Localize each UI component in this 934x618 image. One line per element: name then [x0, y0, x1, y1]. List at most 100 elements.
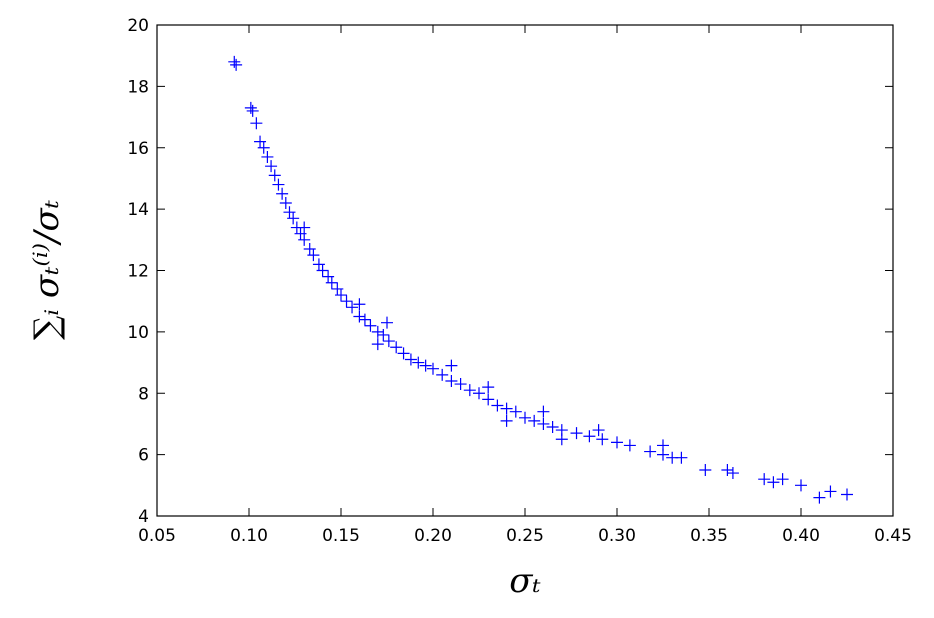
data-point	[509, 405, 522, 418]
data-point	[500, 414, 513, 427]
x-tick-label: 0.10	[230, 526, 268, 546]
x-tick-label: 0.45	[874, 526, 912, 546]
data-point	[427, 362, 439, 375]
y-tick-label: 12	[127, 262, 149, 282]
data-point	[364, 319, 377, 332]
data-point	[371, 325, 384, 338]
data-point	[519, 411, 531, 424]
data-point	[316, 264, 329, 277]
plot-frame	[156, 24, 894, 517]
data-point	[583, 430, 596, 443]
data-point	[596, 433, 609, 446]
data-point	[312, 258, 325, 271]
data-point	[353, 310, 366, 323]
data-point	[644, 445, 657, 458]
data-point	[776, 473, 789, 486]
data-point	[265, 160, 278, 173]
data-point	[268, 169, 281, 182]
data-point	[257, 141, 270, 154]
data-point	[482, 393, 495, 406]
data-point	[813, 491, 826, 504]
data-point	[570, 427, 583, 440]
y-tick-label: 6	[138, 446, 149, 466]
y-tick-label: 8	[138, 384, 149, 404]
data-point	[404, 353, 417, 366]
data-point	[307, 249, 320, 262]
x-tick-label: 0.30	[598, 526, 636, 546]
data-point	[795, 479, 807, 492]
data-point	[353, 298, 366, 311]
data-point	[537, 405, 550, 418]
data-point	[279, 196, 292, 209]
y-tick-label: 10	[127, 323, 149, 343]
data-point	[657, 439, 669, 452]
y-tick-label: 14	[127, 200, 149, 220]
x-tick-label: 0.20	[414, 526, 452, 546]
y-tick-label: 20	[127, 16, 149, 36]
data-point	[276, 187, 289, 200]
data-point	[482, 381, 495, 394]
data-point	[699, 463, 712, 476]
data-point	[390, 341, 403, 354]
data-point	[283, 206, 296, 219]
data-point	[377, 328, 390, 341]
data-point	[412, 356, 425, 369]
data-point	[675, 451, 688, 464]
x-axis-label: σₜ	[509, 561, 541, 601]
data-point	[340, 295, 353, 308]
data-point	[841, 488, 853, 501]
data-point	[230, 58, 243, 71]
data-point	[537, 417, 550, 430]
data-point	[500, 402, 513, 415]
x-tick-label: 0.15	[322, 526, 360, 546]
data-point	[346, 301, 359, 314]
data-point	[397, 347, 410, 360]
data-point	[244, 101, 257, 114]
data-point	[555, 433, 568, 446]
y-tick-label: 18	[127, 77, 149, 97]
data-point	[611, 436, 623, 449]
data-point	[436, 368, 449, 381]
x-tick-label: 0.40	[782, 526, 820, 546]
y-tick-label: 16	[127, 139, 149, 159]
data-point	[824, 485, 837, 498]
data-point	[623, 439, 636, 452]
data-point	[726, 467, 739, 480]
data-point	[371, 338, 384, 351]
data-point	[335, 289, 347, 302]
data-point	[298, 221, 311, 234]
data-point	[331, 282, 344, 295]
data-point	[419, 359, 432, 372]
data-point	[445, 374, 458, 387]
data-point	[298, 233, 311, 246]
data-point	[287, 212, 300, 225]
data-point	[546, 421, 559, 434]
data-point	[272, 178, 285, 191]
y-axis-label: ∑ᵢ σₜ⁽ⁱ⁾/σₜ	[27, 199, 67, 340]
data-point	[246, 104, 259, 117]
data-point	[491, 399, 504, 412]
data-point	[250, 117, 263, 130]
data-point	[303, 243, 316, 256]
data-point	[473, 387, 485, 400]
data-point	[445, 359, 458, 372]
data-point	[325, 276, 338, 289]
data-point	[261, 150, 274, 163]
x-tick-label: 0.25	[506, 526, 544, 546]
data-point	[254, 135, 267, 148]
data-point	[528, 414, 541, 427]
data-point	[322, 270, 335, 283]
y-tick-label: 4	[138, 507, 149, 527]
data-point	[767, 476, 780, 489]
data-point	[228, 55, 241, 68]
data-point	[294, 227, 307, 240]
data-point	[358, 313, 371, 326]
data-point	[381, 316, 393, 329]
data-point	[454, 378, 467, 391]
data-point	[463, 384, 476, 397]
x-tick-label: 0.35	[690, 526, 728, 546]
data-point	[592, 424, 605, 437]
data-point	[758, 473, 771, 486]
